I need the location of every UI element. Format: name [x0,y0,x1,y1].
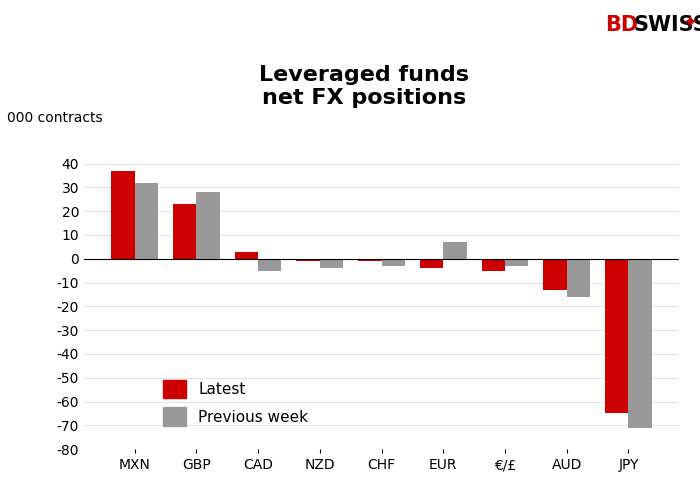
Bar [505,258,528,266]
Bar [605,258,629,413]
Bar [296,258,320,261]
Bar [320,258,343,268]
Bar [629,258,652,428]
Bar [382,258,405,266]
Bar [443,242,467,258]
Bar [234,251,258,258]
Text: SWISS: SWISS [634,15,700,35]
Bar [482,258,505,270]
Text: Leveraged funds
net FX positions: Leveraged funds net FX positions [259,65,469,108]
Bar [567,258,590,297]
Bar [358,258,382,261]
Bar [543,258,567,289]
Bar [258,258,281,270]
Legend: Latest, Previous week: Latest, Previous week [163,380,308,426]
Bar [111,171,134,258]
Text: ✦: ✦ [682,15,698,33]
Text: BD: BD [606,15,638,35]
Bar [196,192,220,258]
Bar [173,204,196,258]
Bar [134,183,158,258]
Bar [420,258,443,268]
Text: 000 contracts: 000 contracts [7,111,103,125]
